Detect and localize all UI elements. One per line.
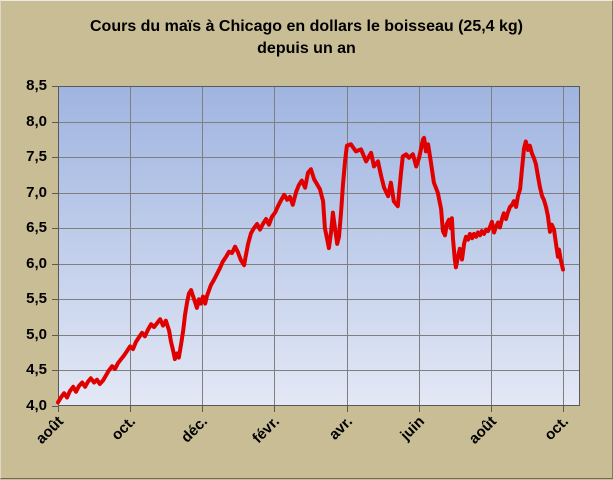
y-tick-label: 8,5: [26, 77, 47, 94]
y-tick-label: 5,5: [26, 290, 47, 308]
y-tick-label: 4,0: [26, 397, 47, 414]
y-tick-label: 6,5: [26, 219, 47, 237]
plot-border: [58, 86, 580, 406]
y-tick-label: 7,0: [26, 183, 47, 201]
y-tick-label: 7,5: [26, 148, 47, 166]
y-tick-label: 5,0: [26, 325, 47, 343]
gridlines: [58, 86, 580, 406]
y-tick-label: 8,0: [26, 112, 47, 130]
price-line: [56, 135, 565, 405]
y-tick-label: 4,5: [26, 361, 47, 379]
plot-background: [58, 86, 580, 406]
axis-ticks: [52, 86, 564, 412]
chart-title: Cours du maïs à Chicago en dollars le bo…: [89, 18, 523, 57]
y-tick-label: 6,0: [26, 254, 47, 272]
